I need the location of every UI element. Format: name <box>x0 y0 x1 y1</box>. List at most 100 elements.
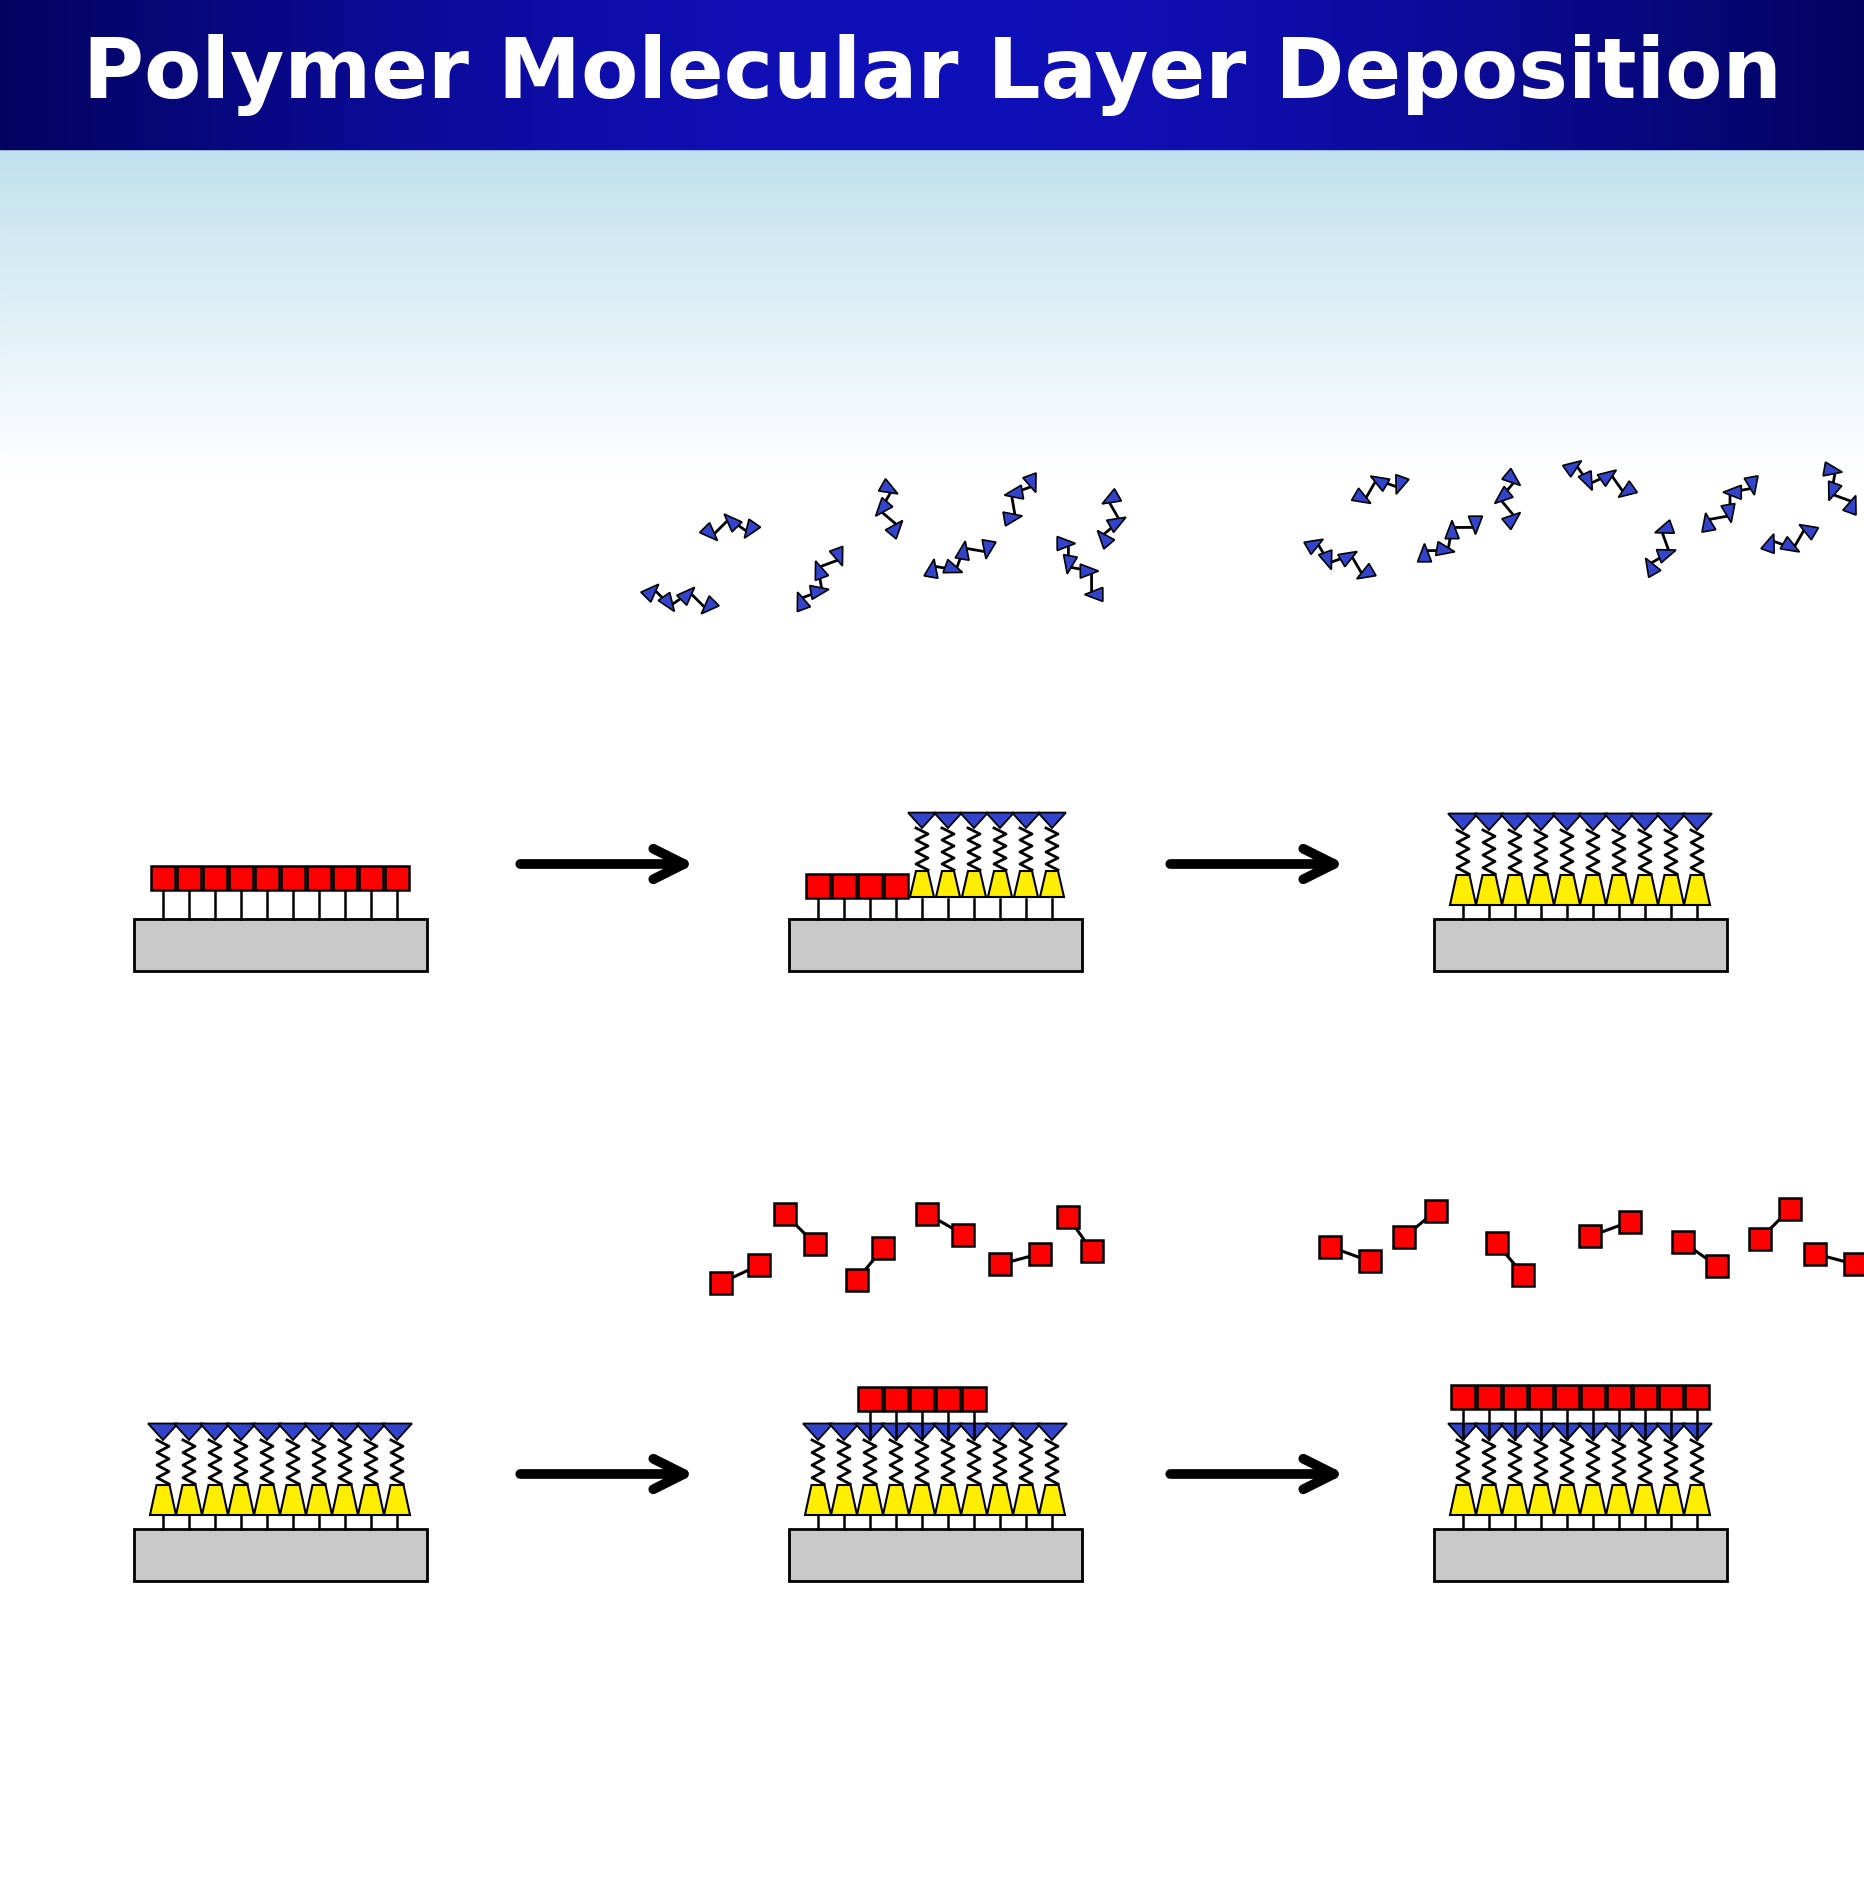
Polygon shape <box>725 514 742 533</box>
Bar <box>915 1203 938 1224</box>
Bar <box>203 867 227 890</box>
Bar <box>884 875 908 898</box>
Polygon shape <box>1040 871 1064 898</box>
Polygon shape <box>805 1486 831 1515</box>
Polygon shape <box>798 592 811 613</box>
Polygon shape <box>984 1424 1016 1441</box>
Polygon shape <box>1476 1486 1502 1515</box>
Bar <box>1528 1386 1553 1408</box>
Polygon shape <box>1417 545 1432 562</box>
Bar <box>710 1272 733 1294</box>
Polygon shape <box>356 1424 386 1441</box>
Polygon shape <box>831 1486 857 1515</box>
Polygon shape <box>1502 469 1521 486</box>
Polygon shape <box>885 522 902 539</box>
Polygon shape <box>699 524 718 541</box>
Polygon shape <box>1683 875 1709 905</box>
Polygon shape <box>1370 476 1391 492</box>
Polygon shape <box>1501 814 1530 831</box>
Bar <box>1672 1232 1694 1253</box>
Polygon shape <box>878 480 898 495</box>
Polygon shape <box>1823 463 1842 476</box>
Polygon shape <box>1581 1486 1607 1515</box>
Polygon shape <box>986 812 1014 829</box>
Bar <box>1476 1386 1501 1408</box>
Polygon shape <box>175 1486 201 1515</box>
Polygon shape <box>856 1424 885 1441</box>
Bar <box>774 1203 796 1226</box>
Polygon shape <box>1581 875 1607 905</box>
Polygon shape <box>1014 871 1038 898</box>
Bar <box>177 867 201 890</box>
Polygon shape <box>1469 516 1482 535</box>
Polygon shape <box>1528 875 1555 905</box>
Bar <box>1359 1251 1381 1272</box>
Polygon shape <box>1501 1424 1530 1441</box>
Polygon shape <box>332 1486 358 1515</box>
Polygon shape <box>1655 1424 1687 1441</box>
Polygon shape <box>149 1486 175 1515</box>
Polygon shape <box>1629 1424 1661 1441</box>
Polygon shape <box>1657 550 1676 564</box>
Polygon shape <box>278 1424 308 1441</box>
Bar <box>857 875 882 898</box>
Polygon shape <box>943 560 962 573</box>
Polygon shape <box>1057 537 1076 550</box>
Polygon shape <box>936 1486 962 1515</box>
Polygon shape <box>1702 514 1715 533</box>
Bar <box>1633 1386 1657 1408</box>
Bar <box>386 867 408 890</box>
Polygon shape <box>815 562 828 581</box>
Polygon shape <box>1448 814 1478 831</box>
Bar <box>805 875 829 898</box>
Polygon shape <box>1502 1486 1528 1515</box>
Polygon shape <box>1681 1424 1711 1441</box>
Polygon shape <box>1722 486 1741 499</box>
Bar <box>962 1387 986 1412</box>
Bar <box>1433 1530 1726 1581</box>
Polygon shape <box>962 871 986 898</box>
Polygon shape <box>1629 814 1661 831</box>
Polygon shape <box>1720 505 1735 524</box>
Polygon shape <box>1579 1424 1609 1441</box>
Bar <box>360 867 382 890</box>
Bar <box>1320 1236 1342 1258</box>
Polygon shape <box>1527 814 1556 831</box>
Polygon shape <box>254 1486 280 1515</box>
Polygon shape <box>925 560 938 579</box>
Polygon shape <box>1038 812 1066 829</box>
Polygon shape <box>809 586 829 600</box>
Bar <box>988 1255 1010 1275</box>
Polygon shape <box>1081 566 1098 579</box>
Polygon shape <box>658 594 675 613</box>
Polygon shape <box>1448 1424 1478 1441</box>
Polygon shape <box>1003 512 1021 526</box>
Polygon shape <box>1474 814 1504 831</box>
Bar <box>1433 919 1726 972</box>
Polygon shape <box>701 596 720 615</box>
Bar <box>1706 1255 1728 1277</box>
Bar <box>281 867 306 890</box>
Polygon shape <box>1607 1486 1633 1515</box>
Bar <box>1579 1226 1601 1247</box>
Bar <box>1843 1255 1864 1275</box>
Bar <box>308 867 332 890</box>
Polygon shape <box>1107 518 1126 533</box>
Bar <box>1029 1243 1051 1264</box>
Polygon shape <box>857 1486 884 1515</box>
Bar <box>1057 1205 1079 1228</box>
Bar <box>151 867 175 890</box>
Bar <box>910 1387 934 1412</box>
Polygon shape <box>252 1424 281 1441</box>
Bar <box>1685 1386 1709 1408</box>
Bar <box>1081 1241 1103 1262</box>
Bar <box>134 1530 427 1581</box>
Polygon shape <box>1474 1424 1504 1441</box>
Polygon shape <box>958 1424 990 1441</box>
Polygon shape <box>829 1424 859 1441</box>
Bar <box>1450 1386 1474 1408</box>
Polygon shape <box>173 1424 203 1441</box>
Polygon shape <box>910 871 934 898</box>
Polygon shape <box>677 588 695 605</box>
Polygon shape <box>1633 875 1657 905</box>
